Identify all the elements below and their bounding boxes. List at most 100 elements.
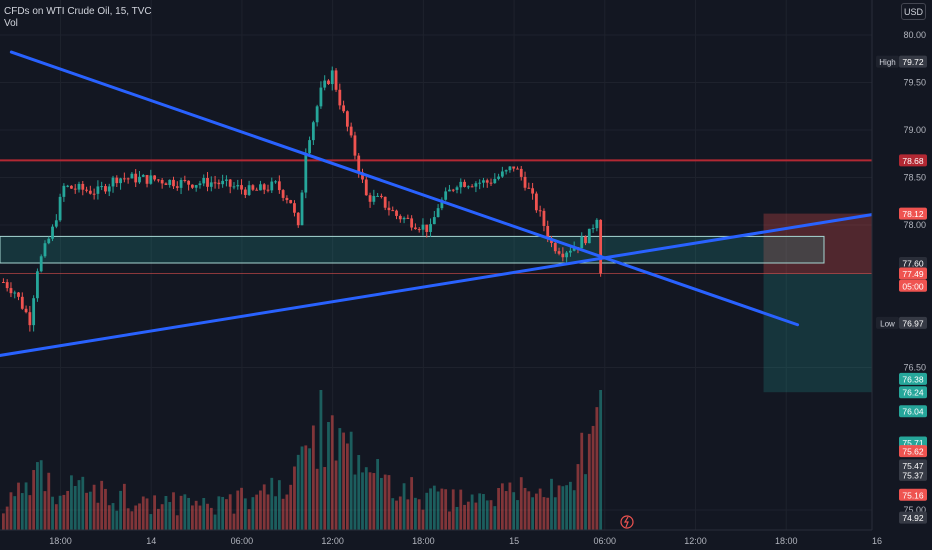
candle-body	[470, 186, 474, 188]
volume-bar	[77, 480, 81, 530]
candle-body	[500, 171, 504, 177]
volume-bar	[561, 486, 565, 530]
volume-bar	[277, 480, 281, 530]
time-tick-label: 06:00	[231, 536, 254, 546]
volume-bar	[519, 477, 523, 530]
volume-bar	[73, 485, 77, 530]
volume-bar	[168, 502, 172, 530]
volume-bar	[191, 505, 194, 530]
volume-bar	[81, 476, 85, 530]
candle-body	[421, 224, 425, 230]
candle-body	[372, 195, 376, 202]
candle-body	[13, 292, 17, 294]
volume-bar	[221, 496, 225, 530]
volume-bar	[349, 431, 353, 530]
trendlines[interactable]	[0, 50, 932, 363]
volume-bar	[466, 501, 470, 530]
candle-body	[391, 210, 395, 212]
volume-bar	[92, 484, 96, 530]
volume-bar	[122, 483, 126, 530]
candle-body	[353, 135, 357, 156]
candle-body	[104, 186, 107, 192]
candle-body	[599, 219, 603, 274]
candle-body	[383, 196, 387, 208]
volume-bar	[36, 462, 39, 530]
volume-bar	[198, 505, 202, 530]
volume-bar	[134, 505, 138, 530]
volume-bar	[300, 446, 304, 530]
volume-bar	[448, 511, 451, 530]
price-tag	[899, 316, 927, 329]
volume-bar	[436, 491, 440, 530]
volume-bar	[587, 433, 591, 530]
volume-bar	[512, 492, 516, 530]
candle-body	[523, 176, 527, 188]
currency-button[interactable]: USD	[901, 3, 926, 20]
candle-body	[459, 181, 463, 188]
candle-body	[417, 229, 421, 231]
volume-bar	[323, 467, 327, 530]
volume-bar	[421, 509, 425, 530]
support-zone[interactable]	[0, 235, 825, 264]
candle-body	[451, 189, 455, 191]
candle-body	[538, 210, 542, 212]
candle-body	[47, 238, 51, 244]
price-tag	[899, 257, 927, 269]
volume-label: Vol	[4, 18, 18, 29]
volume-bar	[398, 496, 402, 530]
volume-bar	[569, 481, 572, 530]
volume-bar	[281, 498, 285, 530]
candle-body	[77, 183, 81, 190]
candle-body	[398, 215, 402, 220]
volume-bar	[595, 407, 599, 530]
time-tick-label: 18:00	[49, 536, 72, 546]
time-tick-label: 16	[872, 536, 882, 546]
volume-bar	[553, 497, 557, 530]
volume-bar	[497, 487, 500, 530]
candle-body	[478, 182, 482, 184]
volume-bar	[54, 504, 58, 530]
candle-body	[5, 282, 9, 289]
candle-body	[58, 196, 62, 221]
volume-bar	[576, 464, 580, 530]
volume-bar	[2, 513, 5, 530]
volume-bar	[482, 494, 485, 530]
price-tag	[899, 405, 927, 418]
volume-bar	[32, 470, 36, 530]
zone-rectangle	[0, 235, 825, 264]
volume-bar	[432, 485, 436, 530]
price-axis[interactable]: 80.00 79.50 79.00 78.50 78.00 76.50 75.00 79.72…	[871, 0, 932, 550]
candle-body	[444, 191, 448, 200]
volume-bar	[225, 499, 228, 530]
volume-bar	[194, 500, 198, 530]
candle-body	[414, 227, 417, 230]
volume-bar	[96, 502, 100, 530]
volume-bar	[88, 491, 92, 530]
volume-bar	[13, 496, 17, 530]
candle-body	[221, 180, 225, 185]
volume-bar	[311, 425, 315, 530]
volume-bar	[240, 487, 243, 530]
volume-bar	[402, 483, 406, 530]
price-tag-value: 05:00	[902, 281, 924, 291]
candle-body	[504, 170, 508, 172]
time-axis[interactable]: 18:00 14 06:00 12:00 18:00 15 06:00 12:00 18:00 1…	[0, 529, 932, 550]
volume-bar	[319, 390, 323, 530]
price-tick-label: 80.00	[903, 30, 926, 40]
candle-body	[126, 178, 130, 180]
volume-bar	[410, 477, 414, 530]
chart-title: CFDs on WTI Crude Oil, 15, TVC	[4, 6, 152, 17]
candle-body	[357, 155, 361, 173]
candle-body	[179, 180, 183, 188]
candle-body	[81, 183, 85, 190]
candle-body	[92, 193, 96, 195]
candle-body	[330, 70, 334, 85]
price-tick-label: 76.50	[903, 363, 926, 373]
price-tag	[899, 511, 927, 524]
volume-bar	[372, 473, 376, 530]
price-tag-value: 75.37	[902, 470, 924, 480]
price-tag	[899, 386, 927, 399]
candle-body	[497, 176, 500, 179]
candle-body	[289, 200, 293, 204]
